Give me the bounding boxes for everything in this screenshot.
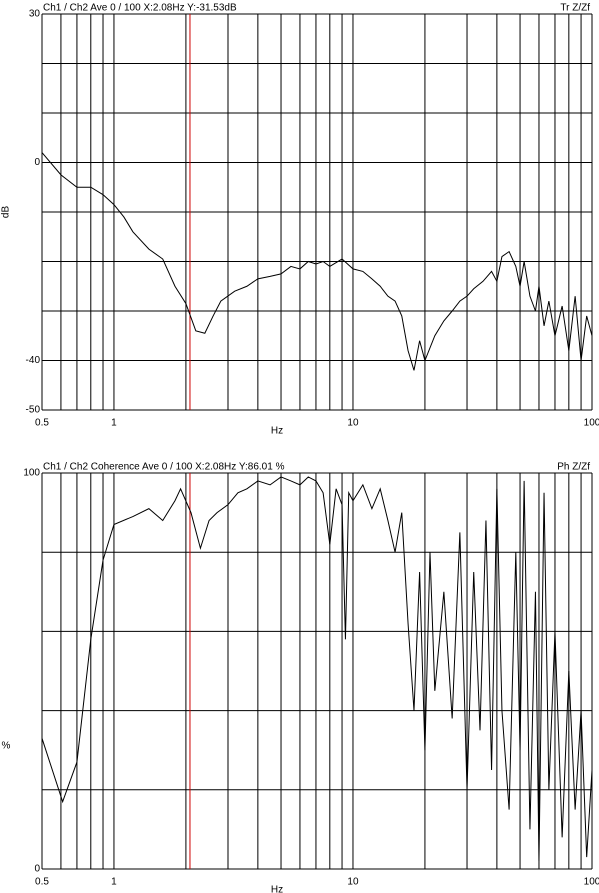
- chart-title: Ch1 / Ch2 Coherence Ave 0 / 100 X:2.08Hz…: [43, 462, 285, 473]
- y-tick-label: 0: [34, 157, 40, 168]
- plot-area: [42, 473, 592, 869]
- x-tick-label: 1: [111, 877, 117, 888]
- x-tick-label: 100: [584, 418, 599, 429]
- x-tick-label: 100: [584, 877, 599, 888]
- data-line: [41, 476, 593, 862]
- chart-mode: Ph Z/Zf: [557, 462, 590, 473]
- y-tick-label: 30: [29, 9, 41, 20]
- x-tick-label: 0.5: [35, 877, 49, 888]
- data-line: [41, 152, 593, 371]
- chart-mode: Tr Z/Zf: [560, 3, 590, 14]
- x-tick-label: 10: [347, 418, 359, 429]
- chart-title: Ch1 / Ch2 Ave 0 / 100 X:2.08Hz Y:-31.53d…: [43, 3, 237, 14]
- x-tick-label: 1: [111, 418, 117, 429]
- x-tick-label: 0.5: [35, 418, 49, 429]
- y-tick-label: 100: [23, 468, 40, 479]
- y-axis-label: dB: [1, 206, 12, 219]
- x-axis-label: Hz: [271, 426, 283, 437]
- y-tick-label: -50: [26, 405, 41, 416]
- y-axis-label: %: [2, 741, 11, 752]
- y-tick-label: 0: [34, 864, 40, 875]
- y-tick-label: -40: [26, 355, 41, 366]
- x-tick-label: 10: [347, 877, 359, 888]
- x-axis-label: Hz: [271, 885, 283, 893]
